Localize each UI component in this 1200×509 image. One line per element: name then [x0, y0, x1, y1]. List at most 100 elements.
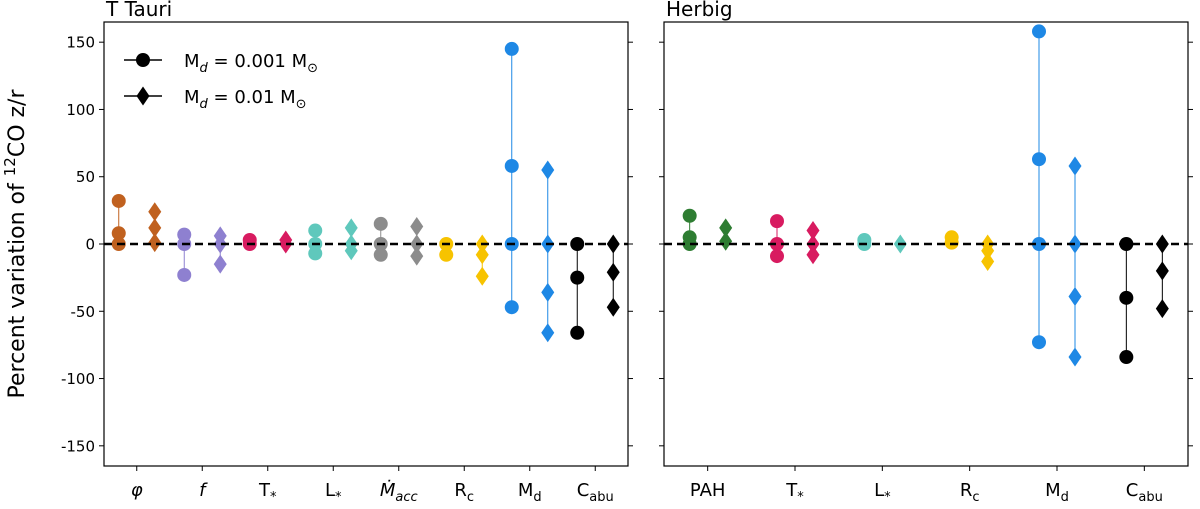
legend-label: Md = 0.001 M⊙ — [184, 51, 318, 76]
point-diamond — [148, 233, 162, 253]
point-diamond — [606, 262, 620, 282]
point-circle — [1119, 350, 1134, 365]
point-circle — [504, 41, 519, 56]
x-tick-label-rc: Rc — [960, 480, 980, 505]
legend-marker-circle — [136, 53, 150, 67]
point-diamond — [1068, 286, 1082, 306]
point-diamond — [719, 231, 733, 251]
y-tick-label: -100 — [61, 370, 95, 388]
point-diamond — [344, 241, 358, 261]
point-circle — [1032, 152, 1046, 167]
y-tick-label: 150 — [66, 34, 95, 52]
y-tick-label: -150 — [61, 437, 95, 455]
point-diamond — [213, 254, 227, 274]
panel-herbig: Herbig PAH T* L* Rc Md Cabu — [659, 0, 1193, 505]
x-tick-label-md: Md — [1045, 480, 1069, 505]
point-diamond — [981, 241, 995, 261]
y-tick-label: 50 — [76, 168, 95, 186]
point-circle — [111, 193, 126, 208]
y-axis-label: Percent variation of 12CO z/r — [1, 89, 30, 399]
category-group-cabu — [1119, 234, 1169, 365]
category-group-acc — [373, 216, 424, 266]
point-circle — [1119, 290, 1134, 305]
point-circle — [373, 247, 388, 262]
point-diamond — [981, 251, 995, 271]
category-group-rc — [439, 234, 489, 286]
point-diamond — [344, 218, 358, 238]
point-diamond — [606, 297, 620, 317]
point-diamond — [148, 202, 162, 222]
x-tick-label-rc: Rc — [454, 480, 474, 505]
point-circle — [682, 208, 697, 223]
point-circle — [1032, 237, 1046, 251]
category-group-pah — [682, 208, 733, 251]
point-circle — [944, 235, 959, 250]
category-group-f — [177, 226, 227, 282]
plot-frame — [103, 21, 629, 467]
category-group-md — [504, 41, 555, 343]
x-tick-label-phi: φ — [131, 480, 143, 501]
point-circle — [682, 237, 697, 251]
point-circle — [111, 226, 126, 241]
panel-title-t-tauri: T Tauri — [105, 0, 172, 21]
point-circle — [177, 267, 192, 282]
category-group-t — [242, 230, 293, 254]
point-circle — [1032, 24, 1046, 39]
point-diamond — [806, 221, 820, 241]
legend-label: Md = 0.01 M⊙ — [184, 87, 307, 112]
category-group-phi — [111, 193, 162, 253]
x-tick-label-f: f — [199, 480, 208, 501]
point-circle — [770, 237, 784, 251]
legend: Md = 0.001 M⊙ Md = 0.01 M⊙ — [124, 51, 318, 112]
point-diamond — [1155, 299, 1169, 319]
point-diamond — [806, 245, 820, 265]
point-diamond — [541, 160, 555, 180]
x-tick-label-l: L* — [874, 480, 891, 505]
category-group-md — [1032, 24, 1082, 367]
legend-item-diamond: Md = 0.01 M⊙ — [124, 86, 307, 112]
point-diamond — [410, 217, 424, 237]
plot-frame — [663, 21, 1189, 467]
x-tick-label-acc: Ṁacc — [380, 480, 418, 505]
point-diamond — [541, 323, 555, 343]
x-tick-label-pah: PAH — [690, 480, 726, 501]
x-tick-label-md: Md — [518, 480, 542, 505]
category-group-l — [308, 218, 358, 261]
point-diamond — [148, 218, 162, 238]
point-diamond — [719, 218, 733, 238]
x-tick-label-cabu: Cabu — [1126, 480, 1163, 505]
point-circle — [504, 300, 519, 315]
point-circle — [373, 216, 388, 231]
point-circle — [570, 325, 585, 340]
legend-item-circle: Md = 0.001 M⊙ — [124, 51, 318, 76]
point-diamond — [1068, 347, 1082, 367]
point-circle — [504, 158, 519, 173]
point-circle — [308, 246, 323, 261]
point-circle — [770, 214, 784, 229]
x-tick-label-t: T* — [785, 480, 804, 505]
point-diamond — [475, 245, 489, 265]
y-axis-label-text: Percent variation of 12CO z/r — [1, 89, 30, 399]
y-tick-label: -50 — [71, 303, 96, 321]
point-circle — [308, 223, 323, 238]
category-group-cabu — [570, 234, 620, 340]
point-circle — [770, 249, 784, 264]
point-diamond — [1155, 261, 1169, 281]
y-tick-label: 100 — [66, 101, 95, 119]
point-diamond — [279, 234, 293, 254]
category-group-rc — [944, 230, 995, 271]
category-group-t — [770, 214, 820, 265]
point-diamond — [475, 266, 489, 286]
point-diamond — [541, 282, 555, 302]
x-tick-label-t: T* — [258, 480, 277, 505]
panel-t-tauri: T Tauri -150 -100 -50 0 50 100 150 φ f T* L* Ṁacc Rc M… — [61, 0, 633, 505]
panel-title-herbig: Herbig — [666, 0, 733, 21]
x-tick-label-l: L* — [325, 480, 342, 505]
point-diamond — [213, 234, 227, 254]
point-diamond — [410, 246, 424, 266]
point-circle — [1032, 335, 1046, 350]
legend-marker-diamond — [136, 86, 150, 106]
y-tick-label: 0 — [85, 236, 95, 254]
point-diamond — [1068, 156, 1082, 176]
